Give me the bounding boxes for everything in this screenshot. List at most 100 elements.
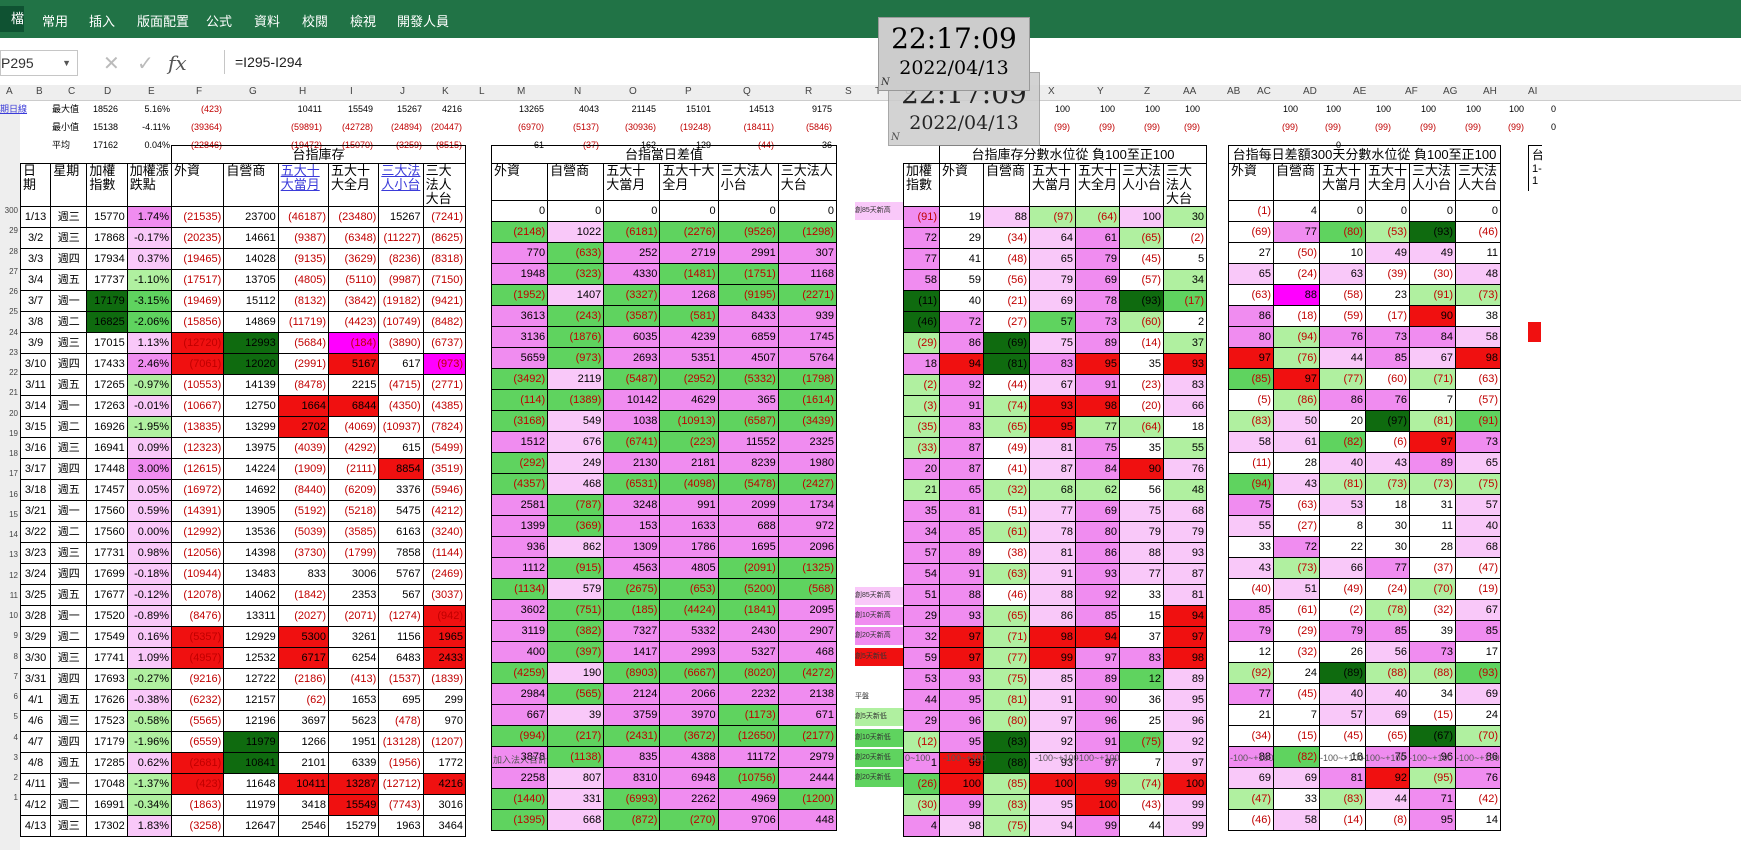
inventory-score-cell[interactable]: 100 [1119, 206, 1164, 228]
inventory-score-cell[interactable]: 35 [903, 500, 940, 522]
col-header-e[interactable]: E [148, 86, 155, 97]
inventory-cell[interactable]: 17934 [86, 248, 128, 270]
daily-diff-score-cell[interactable]: 86 [1228, 305, 1274, 327]
daily-diff-score-cell[interactable]: 22 [1319, 536, 1366, 558]
inventory-cell[interactable]: 17015 [86, 332, 128, 354]
inventory-header[interactable]: 五大十大當月 [277, 163, 330, 207]
inventory-cell[interactable]: 週一 [50, 773, 88, 795]
inventory-cell[interactable]: (19469) [170, 290, 225, 312]
inventory-score-cell[interactable]: 54 [903, 563, 940, 585]
daily-diff-cell[interactable]: (8903) [603, 662, 661, 684]
daily-diff-cell[interactable]: 4239 [659, 326, 719, 348]
row-header[interactable]: 2 [13, 773, 18, 782]
inventory-cell[interactable]: 17048 [86, 773, 128, 795]
daily-diff-score-cell[interactable]: 79 [1228, 620, 1274, 642]
daily-diff-cell[interactable]: (3327) [603, 284, 661, 306]
inventory-cell[interactable]: 3/7 [19, 290, 52, 312]
row-header[interactable]: 29 [9, 226, 18, 236]
daily-diff-score-cell[interactable]: 97 [1228, 347, 1274, 369]
inventory-score-header[interactable]: 三大法人小台 [1119, 163, 1164, 207]
inventory-cell[interactable]: 6254 [328, 647, 380, 669]
inventory-score-cell[interactable]: (2) [903, 374, 940, 396]
col-header-s[interactable]: S [845, 86, 852, 97]
daily-diff-cell[interactable]: 972 [777, 515, 838, 537]
daily-diff-score-cell[interactable]: (57) [1455, 389, 1501, 411]
inventory-cell[interactable]: (4805) [277, 269, 330, 291]
inventory-score-cell[interactable]: 20 [903, 458, 940, 480]
inventory-cell[interactable]: 週五 [50, 584, 88, 606]
daily-diff-cell[interactable]: (5200) [717, 578, 779, 600]
inventory-score-cell[interactable]: 30 [1162, 206, 1208, 228]
daily-diff-cell[interactable]: 2099 [717, 494, 779, 516]
daily-diff-cell[interactable]: 4330 [603, 263, 661, 285]
inventory-score-cell[interactable]: (69) [983, 332, 1030, 354]
inventory-score-cell[interactable]: (33) [903, 437, 940, 459]
inventory-score-cell[interactable]: 97 [1075, 752, 1120, 774]
daily-diff-cell[interactable]: 4563 [603, 557, 661, 579]
daily-diff-score-cell[interactable]: 30 [1365, 515, 1410, 537]
daily-diff-score-cell[interactable]: 65 [1455, 452, 1501, 474]
inventory-cell[interactable]: 3/24 [19, 563, 52, 585]
col-header-k[interactable]: K [442, 86, 449, 97]
inventory-score-cell[interactable]: 100 [1029, 773, 1076, 795]
daily-diff-score-cell[interactable]: 0 [1365, 200, 1410, 222]
daily-diff-score-cell[interactable]: (63) [1455, 368, 1501, 390]
daily-diff-cell[interactable]: 252 [603, 242, 661, 264]
daily-diff-score-cell[interactable]: (32) [1409, 599, 1456, 621]
inventory-score-cell[interactable]: 73 [1075, 311, 1120, 333]
daily-diff-score-header[interactable]: 三大法人小台 [1409, 163, 1456, 201]
daily-diff-cell[interactable]: (2177) [777, 725, 838, 747]
inventory-cell[interactable]: 1156 [378, 626, 424, 648]
inventory-cell[interactable]: 17457 [86, 479, 128, 501]
inventory-score-cell[interactable]: 89 [1075, 332, 1120, 354]
inventory-cell[interactable]: (2186) [277, 668, 330, 690]
daily-diff-cell[interactable]: 1948 [490, 263, 549, 285]
inventory-cell[interactable]: (20235) [170, 227, 225, 249]
inventory-score-cell[interactable]: (3) [903, 395, 940, 417]
inventory-cell[interactable]: (5192) [277, 500, 330, 522]
inventory-cell[interactable]: (6232) [170, 689, 225, 711]
daily-diff-cell[interactable]: (1138) [547, 746, 605, 768]
inventory-cell[interactable]: 6483 [378, 647, 424, 669]
inventory-score-cell[interactable]: 1 [903, 752, 940, 774]
col-header-h[interactable]: H [299, 86, 307, 97]
daily-diff-cell[interactable]: 1168 [777, 263, 838, 285]
inventory-score-cell[interactable]: 29 [939, 227, 984, 249]
inventory-cell[interactable]: 12532 [223, 647, 279, 669]
inventory-cell[interactable]: 3/25 [19, 584, 52, 606]
inventory-cell[interactable]: 12020 [223, 353, 279, 375]
inventory-cell[interactable]: (46187) [277, 206, 330, 228]
daily-diff-score-cell[interactable]: 90 [1409, 305, 1456, 327]
inventory-cell[interactable]: (7061) [170, 353, 225, 375]
daily-diff-score-cell[interactable]: (5) [1228, 389, 1274, 411]
daily-diff-score-header[interactable]: 自營商 [1273, 163, 1320, 201]
inventory-cell[interactable]: 23700 [223, 206, 279, 228]
inventory-cell[interactable]: (8476) [170, 605, 225, 627]
daily-diff-score-cell[interactable]: (63) [1228, 284, 1274, 306]
inventory-score-cell[interactable]: 95 [939, 689, 984, 711]
inventory-cell[interactable]: 3/18 [19, 479, 52, 501]
inventory-cell[interactable]: (8482) [422, 311, 467, 333]
daily-diff-score-cell[interactable]: 73 [1409, 641, 1456, 663]
inventory-cell[interactable]: 週一 [50, 500, 88, 522]
daily-diff-score-cell[interactable]: 43 [1228, 557, 1274, 579]
daily-diff-score-cell[interactable]: (75) [1455, 473, 1501, 495]
daily-diff-cell[interactable]: (2276) [659, 221, 719, 243]
inventory-cell[interactable]: 17626 [86, 689, 128, 711]
inventory-score-cell[interactable]: 92 [939, 374, 984, 396]
daily-diff-score-cell[interactable]: (37) [1409, 557, 1456, 579]
inventory-score-cell[interactable]: 83 [1119, 647, 1164, 669]
inventory-score-cell[interactable]: 87 [1162, 563, 1208, 585]
inventory-cell[interactable]: -0.18% [126, 563, 172, 585]
daily-diff-cell[interactable]: (1440) [490, 788, 549, 810]
inventory-score-cell[interactable]: 65 [939, 479, 984, 501]
row-header[interactable]: 24 [9, 327, 18, 337]
daily-diff-cell[interactable]: (10756) [717, 767, 779, 789]
inventory-score-cell[interactable]: 93 [1162, 542, 1208, 564]
daily-diff-cell[interactable]: 2907 [777, 620, 838, 642]
inventory-cell[interactable]: 週二 [50, 416, 88, 438]
daily-diff-score-cell[interactable]: 85 [1455, 620, 1501, 642]
inventory-cell[interactable]: 5300 [277, 626, 330, 648]
inventory-cell[interactable]: (14391) [170, 500, 225, 522]
daily-diff-score-cell[interactable]: 27 [1228, 242, 1274, 264]
